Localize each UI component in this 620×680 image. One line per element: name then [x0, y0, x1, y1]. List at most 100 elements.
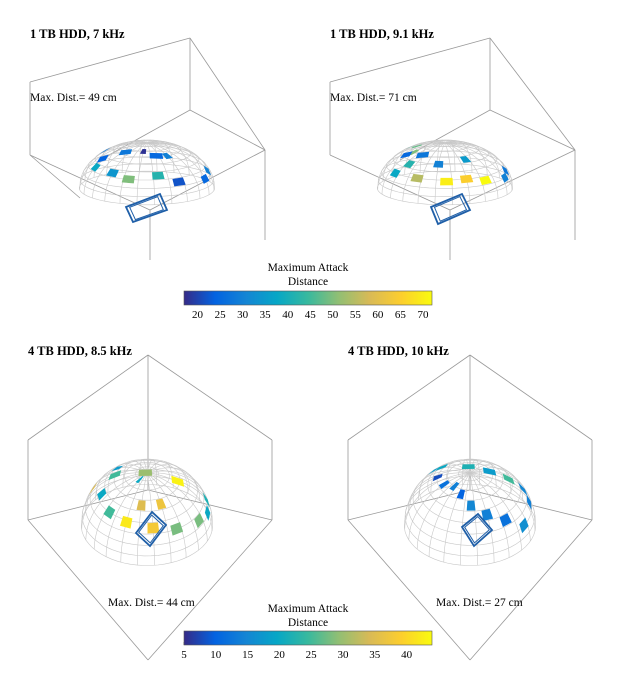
longitude-line [469, 472, 510, 558]
colorbar-title-line2: Distance [288, 617, 328, 629]
attack-distance-patch [438, 480, 450, 489]
longitude-line [120, 472, 148, 563]
longitude-line [146, 472, 172, 563]
longitude-line [146, 472, 187, 558]
box-edge [147, 519, 273, 661]
longitude-line [408, 472, 471, 540]
sphere-grid [78, 139, 216, 206]
colorbar-tick-label: 70 [417, 309, 429, 321]
colorbar-top: Maximum Attack Distance 20 25 30 35 40 45 50 55… [183, 262, 433, 321]
attack-distance-patch [97, 488, 107, 501]
longitude-line [404, 472, 471, 530]
longitude-line [136, 142, 148, 205]
longitude-line [146, 142, 173, 204]
box-edge [29, 37, 191, 83]
hdd-inner-outline [129, 195, 164, 221]
latitude-line [113, 459, 181, 501]
longitude-line [92, 142, 148, 199]
attack-distance-patch [161, 152, 173, 160]
box-edge [347, 519, 471, 661]
longitude-line [121, 139, 148, 173]
attack-distance-patch [389, 168, 401, 178]
longitude-line [444, 142, 513, 191]
longitude-line [146, 472, 155, 566]
colorbar-tick-label: 40 [401, 649, 413, 661]
longitude-line [419, 139, 446, 173]
longitude-line [377, 142, 446, 186]
longitude-line [437, 139, 446, 172]
panel-title: 1 TB HDD, 7 kHz [30, 27, 125, 41]
axes-box [29, 37, 266, 260]
longitude-line [469, 472, 531, 542]
colorbar-tick-label: 15 [242, 649, 254, 661]
attack-distance-patch [200, 173, 210, 184]
colorbar-tick-label: 20 [274, 649, 286, 661]
longitude-line [139, 139, 148, 172]
longitude-line [444, 141, 500, 179]
panel-title: 4 TB HDD, 8.5 kHz [28, 344, 132, 358]
longitude-line [146, 472, 213, 532]
longitude-line [428, 472, 471, 557]
hdd-outline-shape [134, 510, 168, 548]
attack-distance-patch [121, 175, 135, 184]
colorbar-tick-label: 65 [395, 309, 407, 321]
attack-distance-patch [415, 151, 430, 159]
attack-distance-patch [103, 505, 116, 520]
attack-distance-patch [499, 513, 512, 527]
latitude-line [403, 484, 537, 566]
attack-distance-patch [194, 512, 204, 529]
longitude-line [105, 472, 148, 557]
box-edge [147, 354, 273, 441]
attack-distance-patch [99, 147, 111, 154]
attack-distance-patch [172, 177, 186, 187]
attack-distance-patch [435, 463, 449, 471]
colorbar-tick-label: 40 [282, 309, 294, 321]
attack-distance-patch [96, 154, 109, 163]
attack-distance-patch [111, 465, 124, 471]
longitude-line [85, 472, 148, 540]
longitude-line [137, 472, 148, 566]
colorbar-tick-label: 25 [215, 309, 227, 321]
hdd-inner-outline [464, 515, 491, 544]
hdd-outline [429, 192, 472, 226]
colorbar-tick-label: 35 [369, 649, 381, 661]
attack-distance-patch [170, 522, 184, 536]
longitude-line [86, 470, 148, 509]
longitude-line [146, 141, 202, 179]
box-edge [27, 354, 149, 441]
longitude-line [444, 142, 453, 205]
longitude-line [444, 142, 499, 199]
colorbar-bottom: Maximum Attack Distance 5 10 15 20 25 30 35 40 [181, 603, 433, 661]
attack-distance-patch [459, 156, 472, 163]
box-edge [147, 489, 273, 521]
axes-box [347, 354, 593, 661]
attack-distance-patch [501, 165, 510, 176]
longitude-line [444, 139, 456, 172]
longitude-line [84, 142, 148, 182]
attack-distance-patch [519, 517, 529, 534]
longitude-line [469, 472, 522, 551]
longitude-line [417, 142, 446, 204]
attack-distance-patch [152, 171, 165, 180]
longitude-line [460, 472, 471, 566]
patches [389, 144, 510, 186]
longitude-line [146, 142, 155, 205]
colorbar-tick-label: 20 [192, 309, 204, 321]
attack-distance-patch [482, 467, 497, 476]
max-distance-label: Max. Dist.= 71 cm [330, 92, 417, 104]
attack-distance-patch [203, 165, 212, 176]
latitude-line [392, 145, 498, 173]
longitude-line [409, 470, 471, 509]
box-edge [329, 154, 451, 211]
longitude-line [146, 472, 199, 551]
max-distance-label: Max. Dist.= 49 cm [30, 92, 117, 104]
attack-distance-patch [202, 492, 210, 508]
hdd-outline-shape [429, 192, 472, 226]
longitude-line [416, 472, 471, 550]
attack-distance-patch [155, 498, 167, 510]
attack-distance-patch [481, 508, 494, 521]
patches [427, 463, 532, 534]
attack-distance-patch [399, 151, 413, 159]
colorbar-title-line1: Maximum Attack [268, 603, 349, 615]
